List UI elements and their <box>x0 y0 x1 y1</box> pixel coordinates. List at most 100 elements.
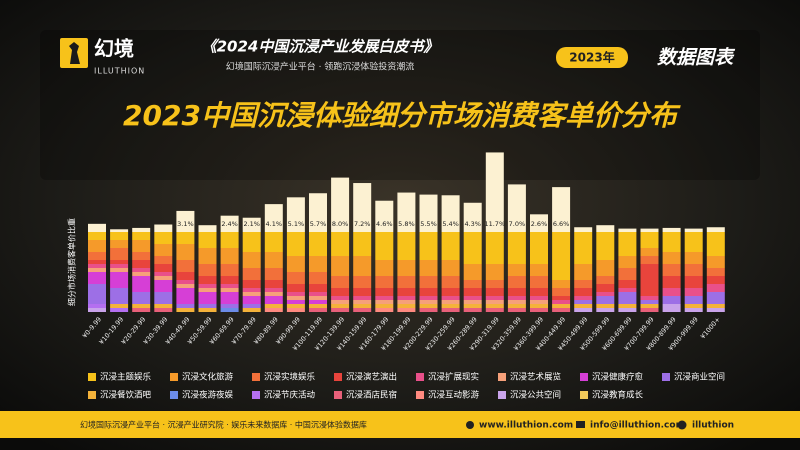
bar-segment <box>640 300 659 304</box>
bar-segment <box>507 288 526 296</box>
overall-bar <box>331 177 350 232</box>
legend-label: 沉浸主题娱乐 <box>100 372 152 383</box>
overall-bar <box>684 228 703 232</box>
bar-segment <box>264 308 283 312</box>
bar-segment <box>485 300 504 304</box>
bar-segment <box>684 252 703 264</box>
bar-segment <box>264 296 283 304</box>
bar-segment <box>176 308 195 312</box>
legend-swatch <box>170 391 178 399</box>
bar-segment <box>419 304 438 308</box>
bar-segment <box>640 256 659 264</box>
bar-segment <box>640 232 659 248</box>
legend-label: 沉浸教育成长 <box>592 390 644 401</box>
bar-segment <box>198 264 217 276</box>
overall-bar <box>242 217 261 232</box>
bar-segment <box>530 300 548 304</box>
bar-segment <box>110 304 129 308</box>
chart-title: 2023中国沉浸体验细分市场消费客单价分布 <box>123 99 681 132</box>
bar-segment <box>419 300 438 304</box>
bar-segment <box>530 264 548 276</box>
bar-segment <box>220 288 239 292</box>
bar-segment <box>684 288 703 296</box>
bar-segment <box>198 284 217 288</box>
bar-segment <box>485 308 504 312</box>
bar-segment <box>507 276 526 288</box>
value-label: 5.7% <box>310 220 327 228</box>
bar-segment <box>530 296 548 300</box>
overall-bar <box>574 227 593 232</box>
bar-segment <box>530 308 548 312</box>
legend-label: 沉浸健康疗愈 <box>592 372 644 383</box>
social-icon <box>677 420 687 430</box>
bar-segment <box>375 296 394 300</box>
legend-swatch <box>88 391 96 399</box>
bar-segment <box>507 304 526 308</box>
bar-segment <box>596 260 615 276</box>
legend-swatch <box>252 391 260 399</box>
overall-bar <box>463 202 482 232</box>
legend-swatch <box>498 391 506 399</box>
bar-segment <box>375 232 394 260</box>
bar-segment <box>286 304 305 308</box>
overall-bar <box>485 152 504 232</box>
bar-segment <box>419 288 438 296</box>
bar-segment <box>264 288 283 292</box>
bar-segment <box>176 244 195 260</box>
bar-segment <box>485 304 504 308</box>
bar-segment <box>242 288 261 292</box>
value-label: 7.2% <box>354 220 371 228</box>
value-label: 5.8% <box>398 220 415 228</box>
legend-label: 沉浸实境娱乐 <box>264 372 316 383</box>
bar-segment <box>618 280 637 288</box>
bar-segment <box>596 292 615 296</box>
bar-segment <box>375 288 394 296</box>
bar-segment <box>662 264 681 276</box>
bar-segment <box>220 292 239 304</box>
bar-segment <box>463 280 482 288</box>
bar-segment <box>132 276 151 292</box>
bar-segment <box>331 304 350 308</box>
bar-segment <box>242 280 261 288</box>
bar-segment <box>242 304 261 308</box>
bar-segment <box>309 232 327 256</box>
bar-segment <box>596 232 615 260</box>
bar-segment <box>552 232 571 280</box>
overall-bar <box>132 227 151 232</box>
legend-label: 沉浸商业空间 <box>674 372 725 383</box>
bar-segment <box>286 296 305 300</box>
bar-segment <box>88 232 106 240</box>
bar-segment <box>198 232 217 248</box>
bar-segment <box>419 296 438 300</box>
footer-orgs: 幻境国际沉浸产业平台 · 沉浸产业研究院 · 娱乐未来数据库 · 中国沉浸体验数… <box>80 420 367 430</box>
bar-segment <box>706 268 725 276</box>
bar-segment <box>485 232 504 264</box>
bar-segment <box>309 256 327 272</box>
bar-segment <box>331 300 350 304</box>
bar-segment <box>441 300 460 304</box>
value-label: 2.1% <box>243 220 260 228</box>
overall-bar <box>353 183 372 232</box>
bar-segment <box>176 272 195 280</box>
bar-segment <box>706 232 725 256</box>
bar-segment <box>640 264 659 296</box>
bar-segment <box>286 232 305 256</box>
bar-segment <box>375 260 394 276</box>
legend-swatch <box>416 373 424 381</box>
bar-segment <box>463 288 482 296</box>
bar-segment <box>552 280 571 288</box>
overall-bar <box>154 224 173 232</box>
bar-segment <box>154 276 173 280</box>
bar-segment <box>662 296 681 304</box>
bar-segment <box>662 276 681 288</box>
overall-bar <box>198 225 217 232</box>
bar-segment <box>353 256 372 276</box>
bar-segment <box>264 252 283 268</box>
legend-label: 沉浸夜游夜娱 <box>182 390 234 401</box>
bar-segment <box>242 252 261 268</box>
legend-label: 沉浸酒店民宿 <box>346 390 397 401</box>
bar-segment <box>397 260 416 276</box>
bar-segment <box>530 276 548 288</box>
bar-segment <box>419 260 438 276</box>
